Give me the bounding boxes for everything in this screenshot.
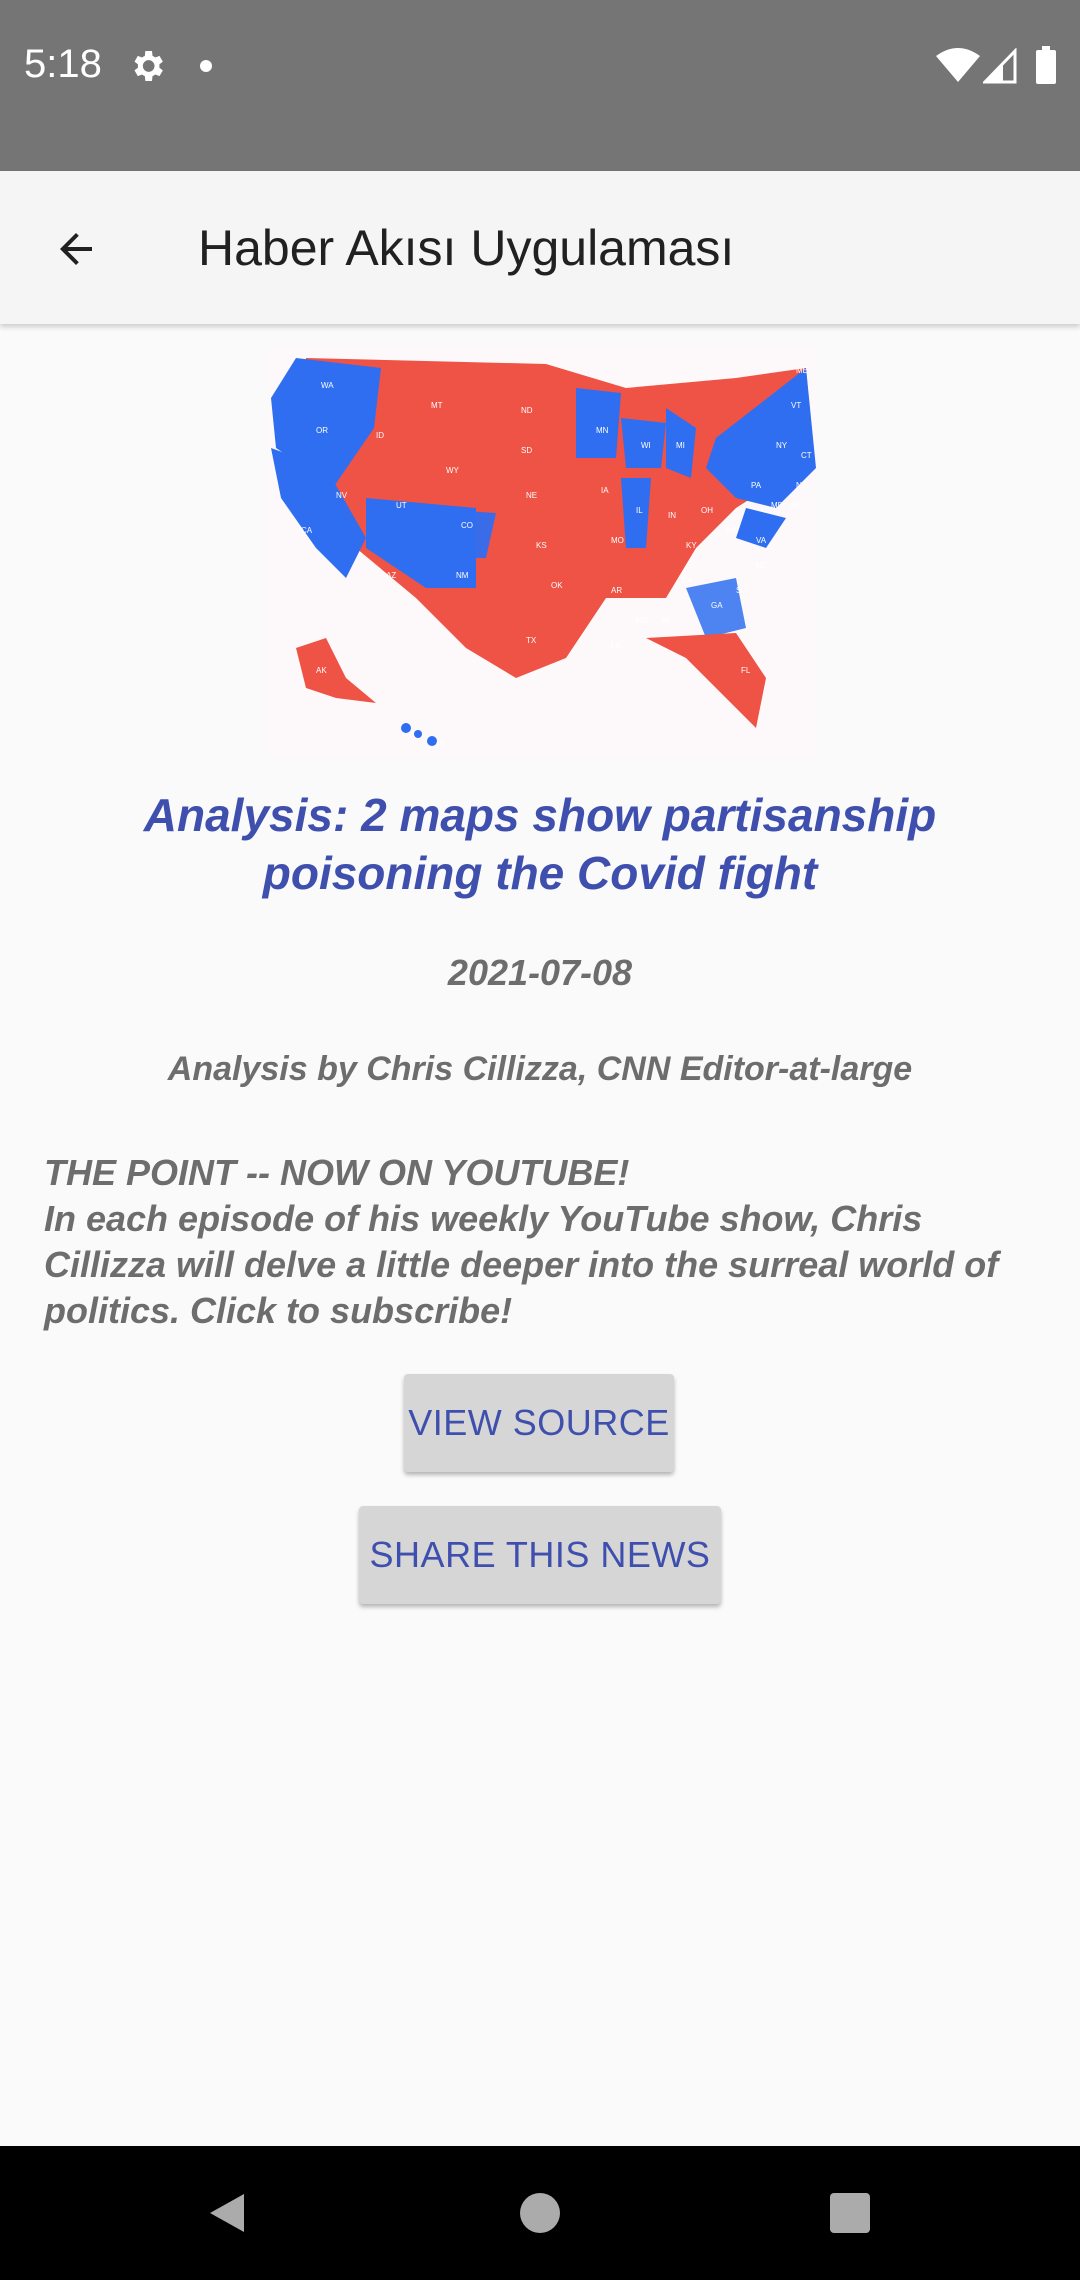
map-state-label: MO (611, 536, 624, 545)
map-state-label: VA (756, 536, 767, 545)
map-state-label: SC (736, 586, 747, 595)
map-state-label: UT (396, 501, 407, 510)
article-title: Analysis: 2 maps show partisanship poiso… (143, 789, 937, 899)
map-state-label: LA (611, 641, 621, 650)
map-state-label: WI (641, 441, 651, 450)
signal-icon (983, 48, 1017, 84)
map-state-label: SD (521, 446, 532, 455)
map-state-label: AZ (386, 571, 396, 580)
system-nav-bar (0, 2146, 1080, 2280)
map-state-label: ID (376, 431, 384, 440)
view-source-button[interactable]: VIEW SOURCE (404, 1374, 674, 1472)
map-state-label: AK (316, 666, 327, 675)
article-byline: Analysis by Chris Cillizza, CNN Editor-a… (167, 1050, 913, 1088)
map-state-label: DE (791, 501, 802, 510)
map-state-label: NY (776, 441, 788, 450)
status-time: 5:18 (24, 42, 102, 86)
battery-icon (1036, 46, 1056, 84)
article-body: THE POINT -- NOW ON YOUTUBE! In each epi… (44, 1150, 1044, 1334)
article-image: WA OR CA NV ID MT WY UT AZ CO NM ND SD NE KS OK TX MN IA MO… (266, 348, 816, 758)
map-state-label: GA (711, 601, 723, 610)
map-state-label: KY (686, 541, 697, 550)
notification-dot-icon (200, 60, 212, 72)
map-state-label: PA (751, 481, 762, 490)
map-state-label: WY (446, 466, 460, 475)
wifi-icon (936, 48, 980, 82)
map-state-label: VT (791, 401, 801, 410)
status-bar: 5:18 (0, 0, 1080, 171)
map-state-label: HI (436, 741, 444, 750)
map-state-label: OR (316, 426, 328, 435)
map-state-label: MD (771, 501, 784, 510)
news-detail: WA OR CA NV ID MT WY UT AZ CO NM ND SD NE KS OK TX MN IA MO… (0, 324, 1080, 2146)
back-button[interactable] (40, 213, 112, 285)
map-state-label: OH (701, 506, 713, 515)
map-state-label: ND (521, 406, 533, 415)
nav-back-icon[interactable] (204, 2190, 250, 2236)
article-body-line: THE POINT -- NOW ON YOUTUBE! (44, 1152, 630, 1193)
map-state-label: IA (601, 486, 609, 495)
map-state-label: FL (741, 666, 751, 675)
map-state-label: TN (681, 576, 692, 585)
map-state-label: ME (796, 366, 808, 375)
map-state-label: MI (676, 441, 685, 450)
map-state-label: IN (668, 511, 676, 520)
map-state-label: AR (611, 586, 622, 595)
map-state-label: NV (336, 491, 348, 500)
article-body-paragraph: In each episode of his weekly YouTube sh… (44, 1198, 999, 1331)
map-state-label: TX (526, 636, 537, 645)
map-state-label: OK (551, 581, 563, 590)
map-state-label: CT (801, 451, 812, 460)
map-state-label: CO (461, 521, 473, 530)
article-date: 2021-07-08 (447, 952, 633, 993)
map-state-label: AL (661, 616, 671, 625)
map-state-label: MT (431, 401, 443, 410)
map-state-label: CA (301, 526, 313, 535)
map-state-label: IL (636, 506, 643, 515)
map-state-label: NJ (796, 481, 806, 490)
map-state-label: WV (726, 526, 740, 535)
share-news-button[interactable]: SHARE THIS NEWS (359, 1506, 721, 1604)
settings-gear-icon (134, 51, 163, 81)
map-state-label: WA (321, 381, 334, 390)
map-state-label: NE (526, 491, 537, 500)
us-election-map: WA OR CA NV ID MT WY UT AZ CO NM ND SD NE KS OK TX MN IA MO… (271, 358, 816, 750)
map-state-label: NC (756, 561, 768, 570)
arrow-back-icon (60, 233, 92, 265)
nav-home-icon[interactable] (520, 2193, 560, 2233)
map-state-label: KS (536, 541, 547, 550)
nav-recents-icon[interactable] (830, 2193, 870, 2233)
map-state-label: NM (456, 571, 469, 580)
app-title: Haber Akısı Uygulaması (198, 220, 735, 276)
map-state-label: MS (636, 616, 648, 625)
app-bar: Haber Akısı Uygulaması (0, 171, 1080, 324)
map-state-label: MN (596, 426, 609, 435)
